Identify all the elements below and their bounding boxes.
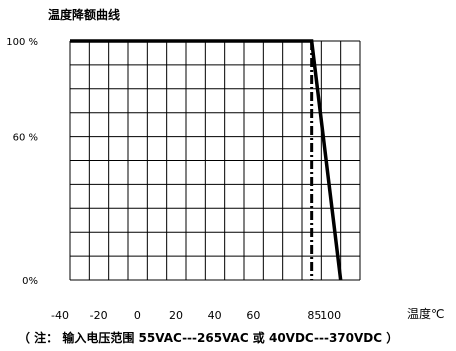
x-axis-label: 温度℃ xyxy=(407,306,444,321)
y-tick-labels: 0% 60 % 100 % xyxy=(6,37,38,287)
x-tick-label: 60 xyxy=(246,309,260,322)
x-tick-label: 100 xyxy=(320,309,341,322)
y-tick-label: 60 % xyxy=(13,133,38,144)
x-tick-label: 20 xyxy=(169,309,183,322)
series-line-0 xyxy=(70,39,343,281)
series-group xyxy=(70,39,343,281)
chart-title: 温度降额曲线 xyxy=(48,8,121,22)
y-tick-label: 0% xyxy=(22,276,38,287)
chart-note: （ 注： 输入电压范围 55VAC---265VAC 或 40VDC---370… xyxy=(18,331,399,345)
x-tick-label: 85 xyxy=(307,309,321,322)
x-tick-label: -20 xyxy=(90,309,108,322)
x-tick-label: 40 xyxy=(208,309,222,322)
y-tick-label: 100 % xyxy=(6,37,38,48)
x-tick-label: -40 xyxy=(51,309,69,322)
x-tick-label: 0 xyxy=(134,309,141,322)
